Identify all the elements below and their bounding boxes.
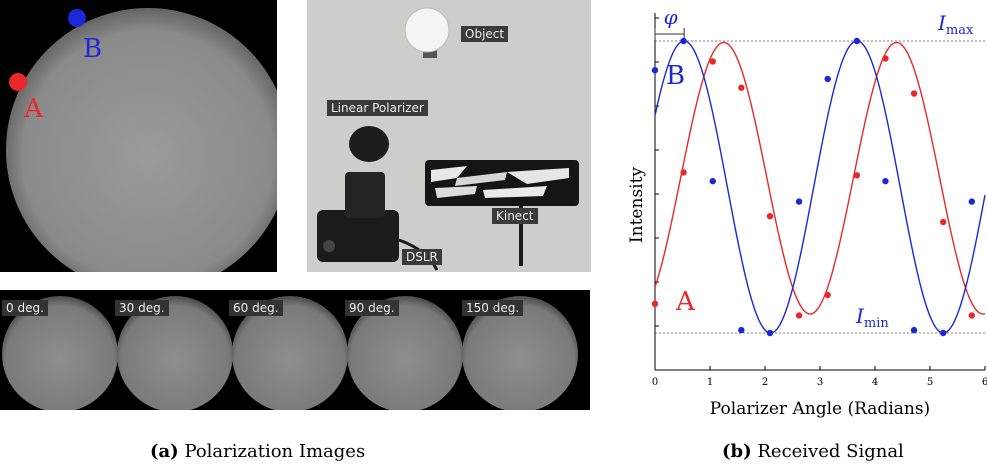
series-a-point bbox=[680, 169, 687, 176]
series-b-point bbox=[766, 329, 774, 337]
series-b-point bbox=[795, 198, 803, 205]
phase-label: φ bbox=[664, 5, 678, 29]
series-b-point bbox=[680, 37, 687, 45]
sphere-disk bbox=[6, 8, 277, 272]
series-b-point bbox=[940, 329, 947, 337]
series-b-point bbox=[709, 177, 716, 185]
series-a-curve bbox=[654, 41, 986, 315]
imin-label: Imin bbox=[855, 304, 889, 331]
strip-label-60: 60 deg. bbox=[229, 300, 283, 316]
series-b-point bbox=[910, 326, 918, 334]
series-a-label: A bbox=[675, 287, 696, 317]
series-b-point bbox=[882, 177, 889, 185]
series-b-curve bbox=[654, 40, 986, 334]
caption-b-text: Received Signal bbox=[757, 441, 904, 462]
kinect-pattern bbox=[431, 166, 569, 198]
received-signal-chart: 0 1 2 3 4 5 6 φ B A Imax Imin Polarizer Angle … bbox=[627, 5, 987, 419]
sphere-image-svg: B A bbox=[0, 0, 277, 272]
series-a-point bbox=[853, 172, 861, 179]
series-a-point bbox=[651, 300, 659, 307]
object-label: Object bbox=[461, 26, 509, 42]
x-tick-label: 1 bbox=[707, 377, 713, 388]
kinect-label: Kinect bbox=[492, 208, 538, 224]
strip-label-0: 0 deg. bbox=[2, 300, 48, 316]
strip-label-90: 90 deg. bbox=[345, 300, 399, 316]
x-tick-label: 2 bbox=[762, 377, 768, 388]
x-tick-label: 6 bbox=[982, 377, 987, 388]
polarization-angle-strip: 0 deg. 30 deg. 60 deg. 90 deg. 150 deg. bbox=[0, 290, 590, 410]
dslr-label: DSLR bbox=[402, 249, 442, 265]
series-a-point bbox=[709, 58, 716, 65]
x-tick-label: 3 bbox=[817, 377, 823, 388]
point-a-marker bbox=[9, 73, 27, 91]
x-tick-label: 0 bbox=[652, 377, 658, 388]
polarizer-filter bbox=[349, 126, 389, 162]
strip-sphere-90 bbox=[347, 296, 463, 410]
series-b-point bbox=[968, 198, 975, 205]
series-a-point bbox=[910, 90, 918, 97]
series-a-point bbox=[968, 312, 975, 319]
series-b-point bbox=[738, 326, 745, 334]
series-b-point bbox=[853, 37, 861, 45]
dslr-lens bbox=[345, 172, 385, 218]
setup-photo: Object Linear Polarizer Kinect DSLR bbox=[307, 0, 591, 272]
series-b-label: B bbox=[666, 61, 685, 91]
caption-a-text: Polarization Images bbox=[184, 441, 366, 462]
strip-sphere-0 bbox=[2, 296, 118, 410]
series-b-point bbox=[824, 75, 831, 83]
strip-svg bbox=[2, 296, 578, 410]
x-tick-label: 4 bbox=[872, 377, 878, 388]
series-b-point bbox=[651, 67, 659, 74]
y-axis-ticks bbox=[655, 17, 659, 371]
caption-a: (a) Polarization Images bbox=[150, 441, 365, 462]
polarizer-label: Linear Polarizer bbox=[327, 100, 428, 116]
y-axis-label: Intensity bbox=[627, 167, 647, 243]
series-a-point bbox=[940, 218, 947, 226]
imax-label: Imax bbox=[937, 11, 974, 38]
x-axis-ticks: 0 1 2 3 4 5 6 bbox=[652, 366, 987, 388]
series-a-points bbox=[651, 55, 975, 319]
series-b-points bbox=[651, 37, 975, 337]
series-a-point bbox=[882, 55, 889, 62]
strip-sphere-60 bbox=[232, 296, 348, 410]
x-axis-label: Polarizer Angle (Radians) bbox=[710, 399, 930, 419]
sphere-polarization-image: B A bbox=[0, 0, 277, 272]
strip-sphere-150 bbox=[462, 296, 578, 410]
x-tick-label: 5 bbox=[927, 377, 933, 388]
phase-bracket bbox=[654, 28, 685, 40]
series-a-point bbox=[824, 291, 831, 299]
strip-sphere-30 bbox=[117, 296, 233, 410]
caption-b-letter: (b) bbox=[722, 441, 752, 462]
object-sphere bbox=[404, 7, 450, 53]
caption-b: (b) Received Signal bbox=[722, 441, 904, 462]
strip-label-150: 150 deg. bbox=[462, 300, 524, 316]
series-a-point bbox=[738, 84, 745, 91]
point-b-label: B bbox=[83, 34, 102, 64]
kinect-device bbox=[425, 160, 579, 206]
series-a-point bbox=[795, 312, 803, 319]
kinect-cable bbox=[519, 206, 523, 266]
strip-label-30: 30 deg. bbox=[115, 300, 169, 316]
point-b-marker bbox=[68, 9, 86, 27]
dslr-body bbox=[317, 210, 399, 262]
setup-photo-svg bbox=[307, 0, 591, 272]
caption-a-letter: (a) bbox=[150, 441, 179, 462]
series-a-point bbox=[766, 213, 774, 220]
point-a-label: A bbox=[23, 94, 44, 124]
